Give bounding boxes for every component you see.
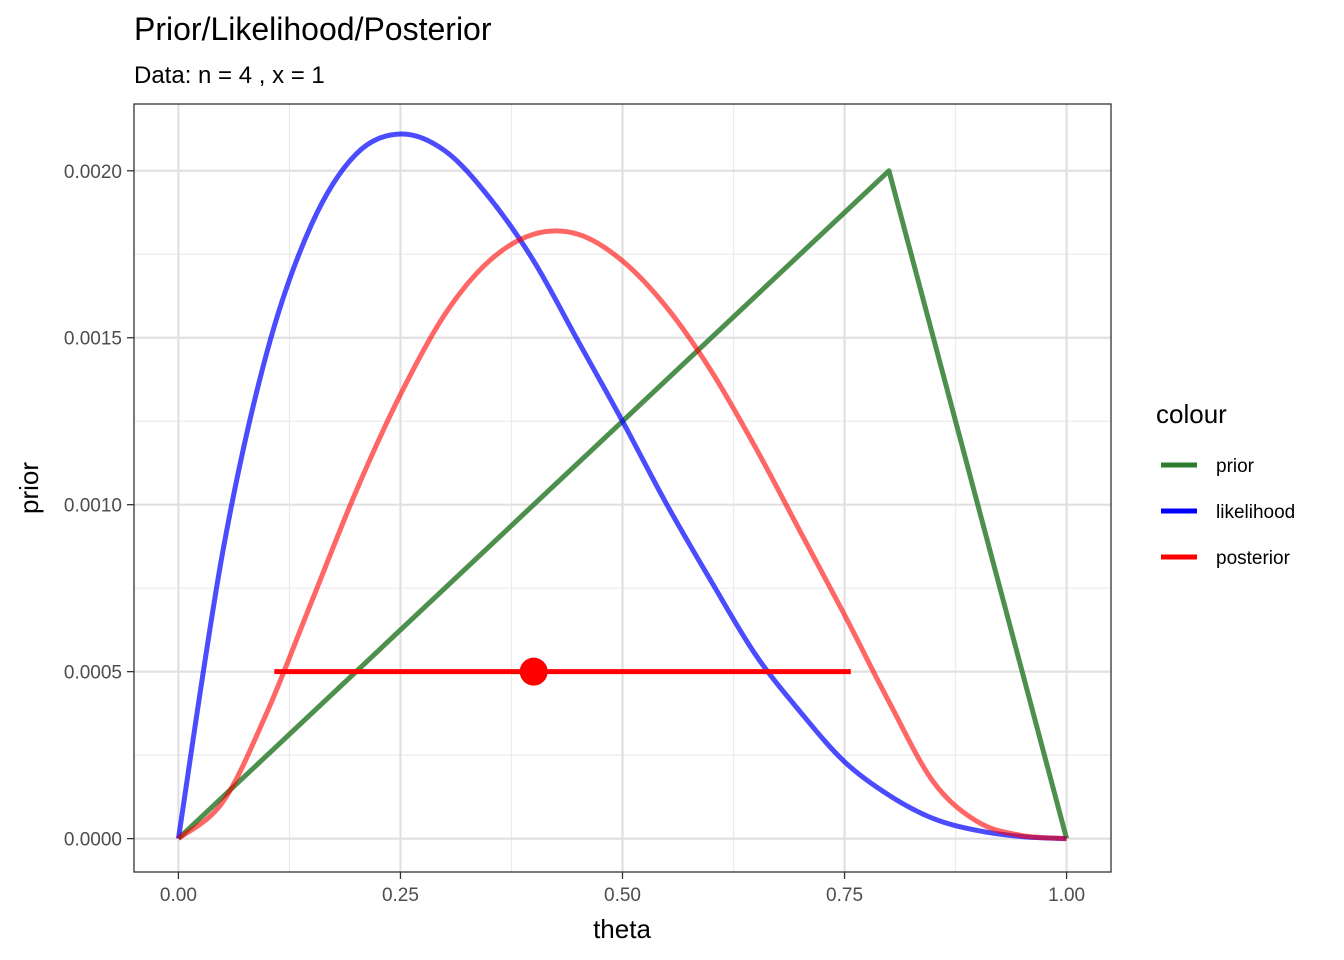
x-tick-label: 0.25 <box>382 885 419 906</box>
x-tick-label: 1.00 <box>1048 885 1085 906</box>
series-line-posterior <box>176 228 1067 842</box>
x-tick-label: 0.75 <box>826 885 863 906</box>
y-tick-label: 0.0005 <box>64 663 122 684</box>
legend-label-posterior: posterior <box>1216 548 1291 569</box>
y-axis-title: prior <box>14 462 44 514</box>
y-tick-label: 0.0020 <box>64 162 122 183</box>
x-axis-title: theta <box>593 914 651 944</box>
x-axis: 0.00 0.25 0.50 0.75 1.00 <box>160 872 1085 906</box>
interval-point <box>519 657 548 686</box>
interval-layer <box>274 657 851 686</box>
y-axis: 0.0000 0.0005 0.0010 0.0015 0.0020 <box>64 162 134 851</box>
x-tick-label: 0.50 <box>604 885 641 906</box>
legend-label-likelihood: likelihood <box>1216 502 1295 523</box>
legend-title: colour <box>1156 399 1227 429</box>
chart-subtitle: Data: n = 4 , x = 1 <box>134 62 325 89</box>
chart-title: Prior/Likelihood/Posterior <box>134 11 492 47</box>
legend: colour prior likelihood posterior <box>1156 399 1295 569</box>
grid-major <box>134 104 1111 872</box>
series-layer <box>175 131 1070 842</box>
x-tick-label: 0.00 <box>160 885 197 906</box>
legend-label-prior: prior <box>1216 456 1255 477</box>
series-line-prior <box>176 168 1070 841</box>
y-tick-label: 0.0015 <box>64 329 122 350</box>
y-tick-label: 0.0010 <box>64 496 122 517</box>
y-tick-label: 0.0000 <box>64 830 122 851</box>
series-line-likelihood <box>175 131 1067 842</box>
